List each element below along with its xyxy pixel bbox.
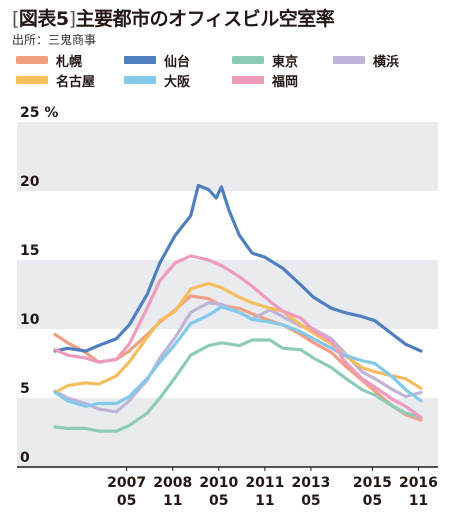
legend-item: 東京	[232, 52, 299, 70]
legend-item: 札幌	[16, 52, 83, 70]
legend-swatch	[232, 76, 264, 84]
legend-label: 仙台	[164, 54, 191, 70]
legend-label: 東京	[272, 54, 299, 70]
series-line-7	[53, 254, 423, 419]
x-tick-year: 2007	[107, 475, 146, 491]
page-title: [図表5]主要都市のオフィスビル空室率	[12, 4, 335, 31]
y-tick-label: 15	[20, 243, 39, 259]
x-tick-year: 2011	[245, 475, 284, 491]
legend-item: 名古屋	[16, 72, 96, 90]
x-tick-month: 11	[255, 493, 274, 509]
series-lines	[53, 183, 423, 433]
legend-label: 札幌	[56, 54, 83, 70]
series-line-6	[53, 305, 423, 408]
legend-item: 大阪	[124, 72, 191, 90]
y-tick-label: 25 %	[20, 105, 58, 121]
figure-number: 図表5	[18, 8, 69, 30]
legend-swatch	[232, 56, 264, 64]
series-line-2	[53, 183, 423, 353]
x-tick-month: 05	[209, 493, 228, 509]
y-tick-label: 0	[20, 450, 30, 466]
series-line-3	[53, 338, 423, 433]
x-tick-year: 2010	[199, 475, 238, 491]
legend-item: 仙台	[124, 52, 191, 70]
y-tick-label: 10	[20, 312, 40, 328]
legend-label: 大阪	[164, 74, 191, 90]
y-tick-label: 20	[20, 174, 40, 190]
y-tick-label: 5	[20, 381, 30, 397]
legend-swatch	[124, 76, 156, 84]
legend-item: 横浜	[333, 52, 400, 70]
title-bracket-open: [	[12, 8, 19, 30]
grid-bands	[17, 122, 438, 467]
x-tick-year: 2015	[353, 475, 392, 491]
x-tick-month: 05	[363, 493, 382, 509]
x-axis-ticks: 2007 05 2008 11 2010 05 2011 11 2013 05 2015 05 2016…	[107, 467, 438, 509]
grid-band	[17, 398, 438, 467]
x-tick-year: 2013	[291, 475, 330, 491]
legend-label: 名古屋	[56, 74, 96, 90]
legend-item: 福岡	[232, 72, 299, 90]
x-tick-month: 05	[117, 493, 136, 509]
source-note: 出所：三鬼商事	[12, 33, 97, 47]
x-tick-year: 2016	[399, 475, 438, 491]
x-tick-month: 11	[409, 493, 428, 509]
legend-label: 横浜	[373, 54, 400, 70]
legend-label: 福岡	[272, 74, 299, 90]
legend-swatch	[16, 56, 48, 64]
x-tick-year: 2008	[153, 475, 192, 491]
series-line-5	[53, 281, 423, 395]
x-tick-month: 05	[301, 493, 320, 509]
y-axis-ticks: 0 5 10 15 20 25 %	[20, 105, 58, 466]
legend-swatch	[16, 76, 48, 84]
title-bracket-close: ]	[68, 8, 76, 30]
legend-swatch	[333, 56, 365, 64]
title-text: 主要都市のオフィスビル空室率	[75, 8, 335, 30]
grid-band	[17, 122, 438, 191]
legend-swatch	[124, 56, 156, 64]
x-tick-month: 11	[163, 493, 182, 509]
